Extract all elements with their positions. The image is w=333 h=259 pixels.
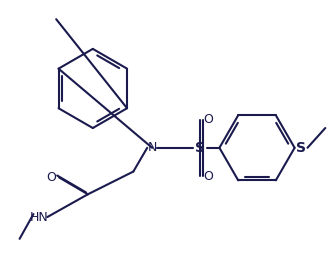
Text: S: S xyxy=(296,141,306,155)
Text: S: S xyxy=(195,141,205,155)
Text: O: O xyxy=(203,170,213,183)
Text: O: O xyxy=(203,113,213,126)
Text: O: O xyxy=(46,171,56,184)
Text: N: N xyxy=(148,141,157,154)
Text: HN: HN xyxy=(30,211,49,224)
